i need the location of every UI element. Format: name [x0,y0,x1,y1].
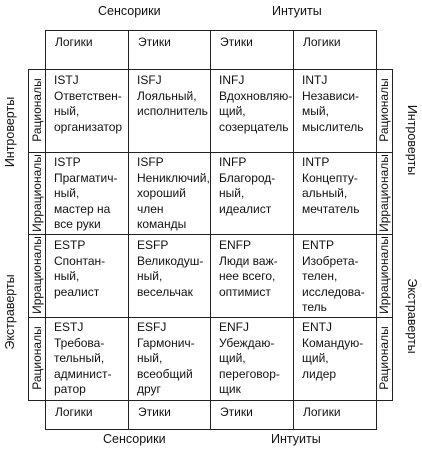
type-cell-istp: ISTP Прагматич- ный, мастер на все руки [54,155,117,233]
type-cell-entp: ENTP Изобрета- телен, исследова- тель [302,238,365,316]
type-description: Гармонич- ный, всеобщий друг [137,335,195,397]
type-code: ISFJ [137,73,162,87]
type-code: ISTP [54,155,81,169]
type-code: ENFP [219,238,252,252]
type-code: ISTJ [54,73,79,87]
column-header-bottom-ethics-2: Этики [220,405,253,419]
row-label-left-rationals-2: Рационалы [30,326,44,390]
type-description: Прагматич- ный, мастер на все руки [54,170,118,232]
left-group-extraverts: Экстраверты [3,274,17,350]
type-code: ENFJ [219,320,249,334]
type-code: ENTJ [302,320,332,334]
type-cell-istj: ISTJ Ответствен- ный, организатор [54,73,122,135]
type-cell-enfj: ENFJ Убеждаю- щий, переговор- щик [219,320,280,398]
column-header-top-ethics-1: Этики [138,35,171,49]
type-description: Нениключий, хороший член команды [137,170,210,232]
type-description: Благород- ный, идеалист [219,170,276,216]
row-label-left-rationals-1: Рационалы [30,78,44,142]
type-cell-intp: INTP Концепту- альный, мечтатель [302,155,359,217]
type-description: Великодуш- ный, весельчак [137,253,204,299]
type-code: ESTP [54,238,86,252]
row-label-right-irrationals-2: Иррационалы [377,236,391,314]
type-description: Вдохновляю- щий, созерцатель [219,88,293,134]
type-code: ESTJ [54,320,84,334]
type-cell-isfj: ISFJ Лояльный, исполнитель [137,73,208,120]
type-code: INFJ [219,73,245,87]
type-description: Люди важ- нее всего, оптимист [219,253,278,299]
row-label-right-rationals-2: Рационалы [377,326,391,390]
top-group-sensors: Сенсорики [98,4,161,18]
type-description: Лояльный, исполнитель [137,88,208,119]
type-description: Изобрета- телен, исследова- тель [302,253,365,315]
type-code: ISFP [137,155,164,169]
type-code: ENTP [302,238,335,252]
bottom-group-sensors: Сенсорики [103,432,166,446]
type-code: ESFJ [137,320,167,334]
type-cell-isfp: ISFP Нениключий, хороший член команды [137,155,210,233]
type-cell-esfj: ESFJ Гармонич- ный, всеобщий друг [137,320,195,398]
type-code: INTJ [302,73,328,87]
type-code: ESFP [137,238,169,252]
type-cell-entj: ENTJ Командую- щий, лидер [302,320,363,382]
top-group-intuitives: Интуиты [272,4,322,18]
row-label-left-irrationals-1: Иррационалы [30,154,44,232]
bottom-group-intuitives: Интуиты [271,432,321,446]
column-header-top-ethics-2: Этики [220,35,253,49]
right-group-extraverts: Экстраверты [405,278,419,354]
type-code: INFP [219,155,247,169]
right-group-introverts: Интроверты [405,104,419,176]
type-cell-estp: ESTP Спонтан- ный, реалист [54,238,105,300]
column-header-top-logics-1: Логики [55,35,93,49]
type-description: Требова- тельный, админист- ратор [54,335,112,397]
row-label-left-irrationals-2: Иррационалы [30,236,44,314]
type-code: INTP [302,155,330,169]
left-group-introverts: Интроверты [3,96,17,168]
column-header-bottom-logics-1: Логики [55,405,93,419]
type-description: Ответствен- ный, организатор [54,88,123,134]
type-cell-estj: ESTJ Требова- тельный, админист- ратор [54,320,111,398]
column-header-bottom-ethics-1: Этики [138,405,171,419]
type-description: Независи- мый, мыслитель [302,88,364,134]
type-cell-esfp: ESFP Великодуш- ный, весельчак [137,238,203,300]
type-description: Спонтан- ный, реалист [54,253,106,299]
type-cell-enfp: ENFP Люди важ- нее всего, оптимист [219,238,278,300]
type-description: Убеждаю- щий, переговор- щик [219,335,280,397]
column-header-top-logics-2: Логики [303,35,341,49]
type-cell-infj: INFJ Вдохновляю- щий, созерцатель [219,73,292,135]
type-cell-infp: INFP Благород- ный, идеалист [219,155,275,217]
type-description: Командую- щий, лидер [302,335,364,381]
type-description: Концепту- альный, мечтатель [302,170,360,216]
row-label-right-rationals-1: Рационалы [377,78,391,142]
row-label-right-irrationals-1: Иррационалы [377,154,391,232]
column-header-bottom-logics-2: Логики [303,405,341,419]
type-cell-intj: INTJ Независи- мый, мыслитель [302,73,363,135]
